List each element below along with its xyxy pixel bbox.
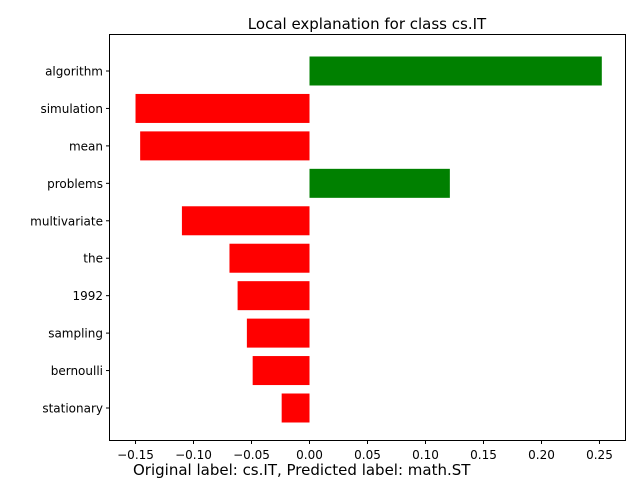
bar-the: [229, 243, 310, 273]
bar-multivariate: [181, 206, 310, 236]
y-tick-label: multivariate: [30, 214, 103, 228]
x-tick-label: 0.20: [528, 448, 555, 462]
plot-frame: [109, 34, 626, 441]
x-tick-label: 0.15: [470, 448, 497, 462]
bar-problems: [309, 168, 450, 198]
y-tick-label: simulation: [40, 102, 103, 116]
y-tick-label: algorithm: [45, 65, 103, 79]
y-tick-label: the: [83, 252, 103, 266]
bar-1992: [237, 281, 310, 311]
x-tick-label: 0.00: [296, 448, 323, 462]
x-tick-label: −0.10: [175, 448, 212, 462]
bar-algorithm: [309, 56, 602, 86]
bar-bernoulli: [252, 356, 310, 386]
bar-simulation: [135, 93, 310, 123]
x-tick-label: 0.10: [412, 448, 439, 462]
y-tick-label: 1992: [72, 289, 103, 303]
x-tick-label: −0.05: [233, 448, 270, 462]
bar-stationary: [281, 393, 310, 423]
x-tick-label: 0.25: [586, 448, 613, 462]
x-tick-label: −0.15: [117, 448, 154, 462]
prediction-caption: Original label: cs.IT, Predicted label: …: [133, 461, 471, 479]
y-tick-label: sampling: [48, 327, 103, 341]
bar-mean: [140, 131, 310, 161]
x-tick-label: 0.05: [354, 448, 381, 462]
y-tick-label: bernoulli: [51, 364, 103, 378]
y-tick-label: problems: [47, 177, 103, 191]
chart-title: Local explanation for class cs.IT: [248, 15, 487, 33]
y-tick-label: mean: [69, 139, 103, 153]
y-tick-label: stationary: [42, 402, 103, 416]
bar-sampling: [246, 318, 310, 348]
